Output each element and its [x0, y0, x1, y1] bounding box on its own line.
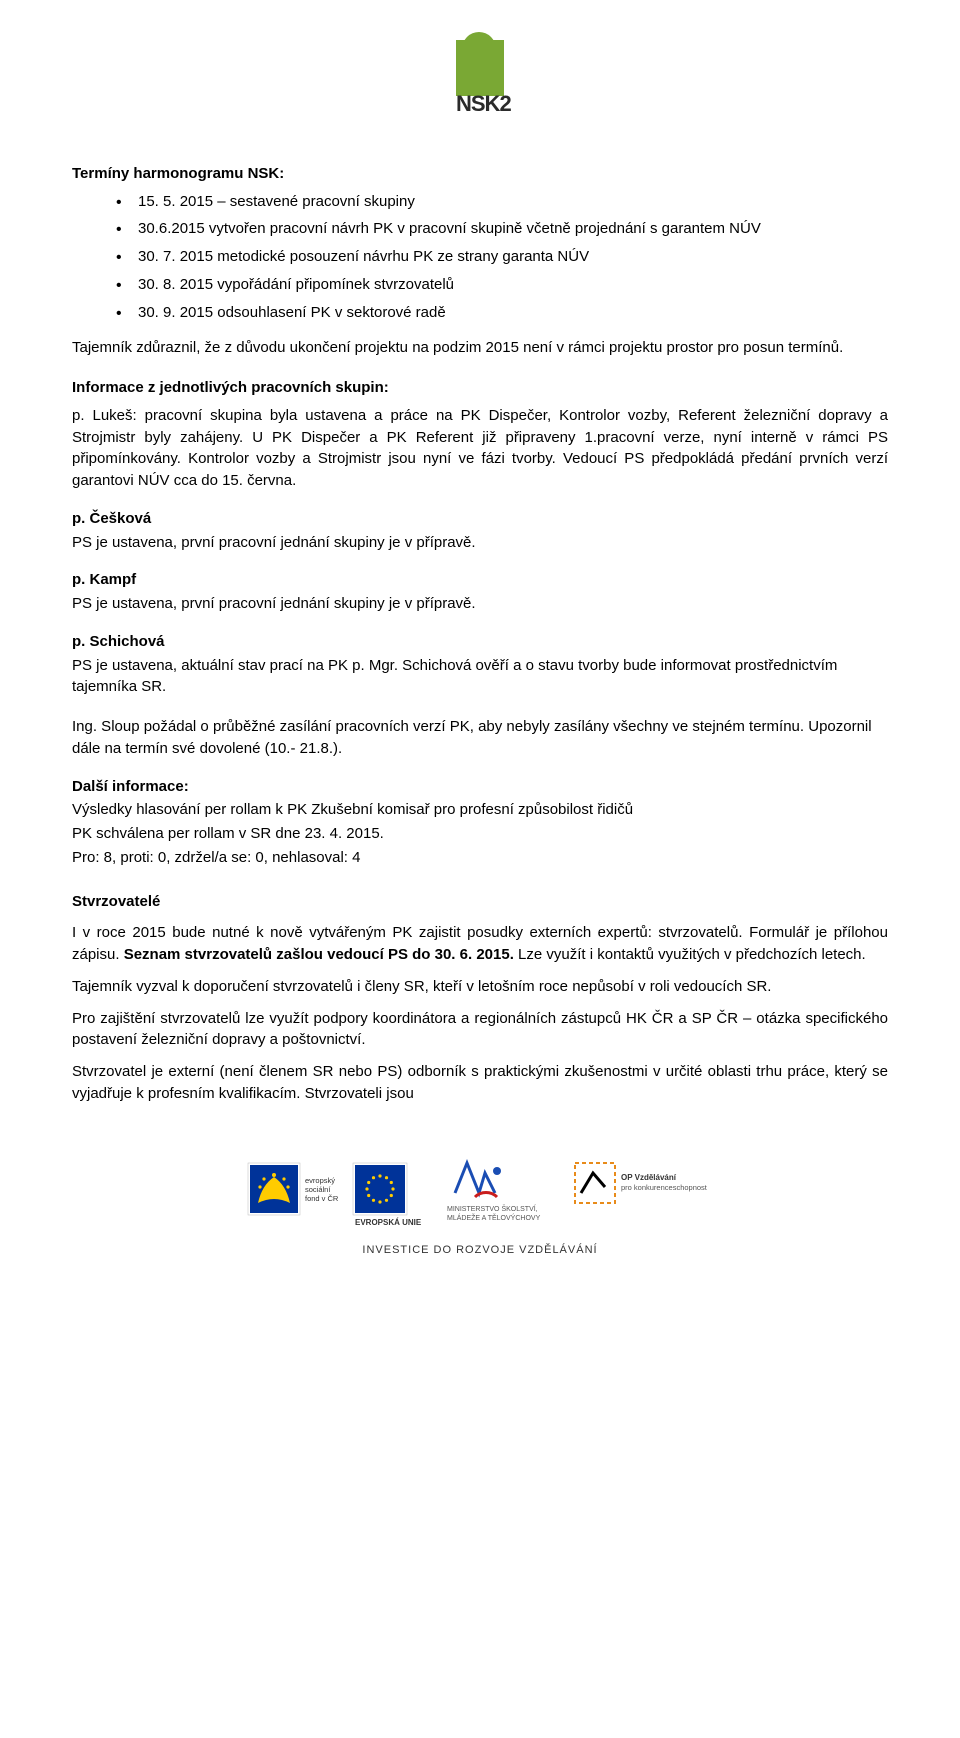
op-logo-icon [575, 1163, 615, 1203]
paragraph-ceskova: PS je ustavena, první pracovní jednání s… [72, 532, 888, 554]
eu-flag-icon [353, 1163, 407, 1215]
schedule-item: 30.6.2015 vytvořen pracovní návrh PK v p… [116, 218, 888, 240]
paragraph-lukes: p. Lukeš: pracovní skupina byla ustavena… [72, 405, 888, 492]
nsk2-logo: NSK2 [440, 40, 520, 120]
logo-text: NSK2 [456, 88, 511, 120]
schedule-item: 30. 8. 2015 vypořádání připomínek stvrzo… [116, 274, 888, 296]
paragraph-stvrz-4: Stvrzovatel je externí (není členem SR n… [72, 1061, 888, 1105]
schedule-item: 15. 5. 2015 – sestavené pracovní skupiny [116, 191, 888, 213]
heading-ceskova: p. Češková [72, 508, 888, 530]
esf-logo-icon [248, 1163, 300, 1215]
schedule-item: 30. 7. 2015 metodické posouzení návrhu P… [116, 246, 888, 268]
msmt-logo-icon [455, 1163, 501, 1197]
block-dalsi-informace: Další informace: Výsledky hlasování per … [72, 776, 888, 869]
msmt-text-1: MINISTERSTVO ŠKOLSTVÍ, [447, 1204, 538, 1213]
msmt-text-2: MLÁDEŽE A TĚLOVÝCHOVY [447, 1213, 541, 1222]
heading-schichova: p. Schichová [72, 631, 888, 653]
esf-text-1: evropský [305, 1176, 335, 1185]
schedule-item: 30. 9. 2015 odsouhlasení PK v sektorové … [116, 302, 888, 324]
paragraph-kampf: PS je ustavena, první pracovní jednání s… [72, 593, 888, 615]
text-stvrz-1c: Lze využít i kontaktů využitých v předch… [514, 946, 866, 963]
esf-text-3: fond v ČR [305, 1194, 339, 1203]
block-ceskova: p. Češková PS je ustavena, první pracovn… [72, 508, 888, 554]
heading-kampf: p. Kampf [72, 569, 888, 591]
paragraph-dalsi-2: PK schválena per rollam v SR dne 23. 4. … [72, 823, 888, 845]
header-logo-container: NSK2 [72, 40, 888, 127]
document-page: NSK2 Termíny harmonogramu NSK: 15. 5. 20… [0, 0, 960, 1311]
op-text-1: OP Vzdělávání [621, 1173, 677, 1182]
eu-text: EVROPSKÁ UNIE [355, 1218, 422, 1227]
block-kampf: p. Kampf PS je ustavena, první pracovní … [72, 569, 888, 615]
paragraph-tajemnik: Tajemník zdůraznil, že z důvodu ukončení… [72, 337, 888, 359]
heading-harmonogram: Termíny harmonogramu NSK: [72, 163, 888, 185]
schedule-list: 15. 5. 2015 – sestavené pracovní skupiny… [72, 191, 888, 324]
paragraph-dalsi-3: Pro: 8, proti: 0, zdržel/a se: 0, nehlas… [72, 847, 888, 869]
paragraph-schichova: PS je ustavena, aktuální stav prací na P… [72, 655, 888, 699]
heading-dalsi: Další informace: [72, 776, 888, 798]
footer-logos-svg: evropský sociální fond v ČR [245, 1155, 715, 1265]
paragraph-stvrz-3: Pro zajištění stvrzovatelů lze využít po… [72, 1008, 888, 1052]
heading-stvrzovatele: Stvrzovatelé [72, 891, 888, 913]
esf-text-2: sociální [305, 1185, 331, 1194]
footer-tagline: INVESTICE DO ROZVOJE VZDĚLÁVÁNÍ [362, 1243, 597, 1256]
paragraph-stvrz-1: I v roce 2015 bude nutné k nově vytvářen… [72, 922, 888, 966]
text-stvrz-1b: Seznam stvrzovatelů zašlou vedoucí PS do… [124, 946, 514, 963]
footer-logos: evropský sociální fond v ČR [72, 1155, 888, 1272]
paragraph-dalsi-1: Výsledky hlasování per rollam k PK Zkuše… [72, 799, 888, 821]
op-text-2: pro konkurenceschopnost [621, 1183, 708, 1192]
paragraph-stvrz-2: Tajemník vyzval k doporučení stvrzovatel… [72, 976, 888, 998]
block-schichova: p. Schichová PS je ustavena, aktuální st… [72, 631, 888, 698]
paragraph-sloup: Ing. Sloup požádal o průběžné zasílání p… [72, 716, 888, 760]
heading-informace: Informace z jednotlivých pracovních skup… [72, 377, 888, 399]
